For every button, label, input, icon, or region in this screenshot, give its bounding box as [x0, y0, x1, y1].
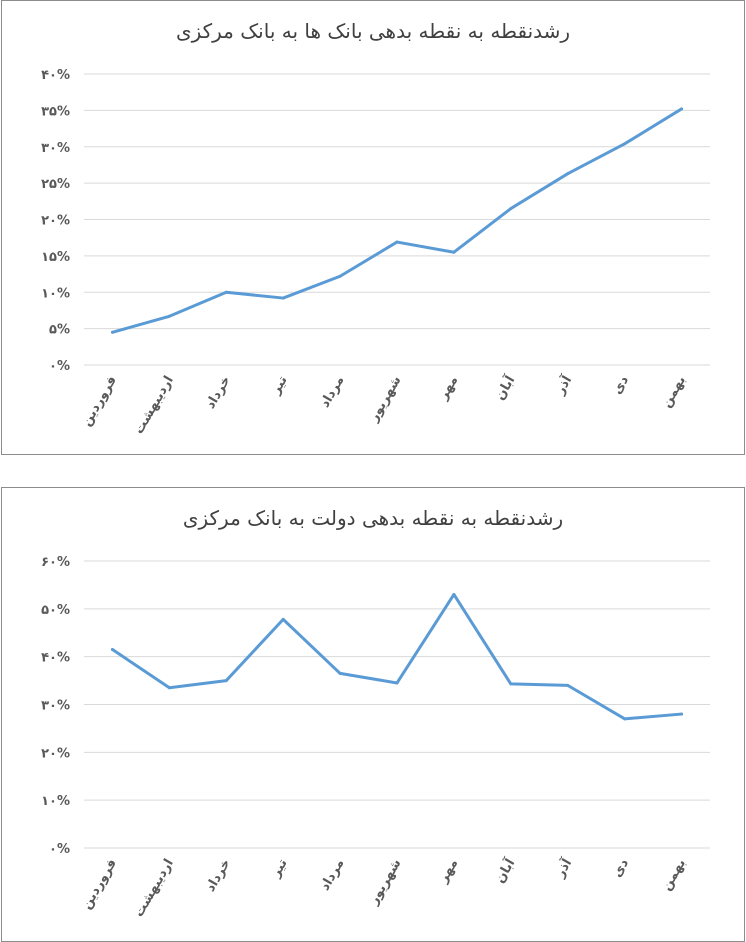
x-tick-label: آبان — [491, 855, 519, 886]
y-tick-label: ۰% — [49, 842, 70, 857]
x-tick-label: بهمن — [659, 374, 689, 411]
y-tick-label: ۲۵% — [41, 177, 70, 192]
y-tick-label: ۵% — [49, 323, 70, 338]
x-tick-label: شهریور — [366, 857, 404, 909]
y-tick-label: ۰% — [49, 359, 70, 374]
data-point — [395, 240, 399, 244]
series-line — [110, 107, 684, 334]
y-tick-label: ۴۰% — [41, 68, 70, 83]
x-tick-label: بهمن — [659, 857, 689, 894]
data-point — [566, 683, 570, 687]
x-tick-label: شهریور — [366, 374, 404, 426]
line-chart-government-debt: ۰% ۱۰% ۲۰% ۳۰% ۴۰% ۵۰% ۶۰% فروردین اردیبهشت خرداد… — [41, 555, 710, 920]
data-point — [167, 686, 171, 690]
data-point — [452, 250, 456, 254]
x-tick-label: اردیبهشت — [132, 374, 177, 437]
data-point — [509, 207, 513, 211]
data-point — [224, 679, 228, 683]
y-tick-label: ۵۰% — [41, 603, 70, 618]
chart-panel-government-debt: رشدنقطه به نقطه بدهی دولت به بانک مرکزی … — [1, 487, 745, 942]
x-tick-label: دی — [610, 373, 632, 397]
x-tick-label: اردیبهشت — [132, 857, 177, 920]
chart-panel-bank-debt: رشدنقطه به نقطه بدهی بانک ها به بانک مرک… — [1, 0, 745, 455]
y-tick-label: ۶۰% — [41, 555, 70, 570]
data-point — [623, 717, 627, 721]
data-point — [623, 142, 627, 146]
data-point — [281, 617, 285, 621]
chart-title: رشدنقطه به نقطه بدهی دولت به بانک مرکزی — [182, 506, 564, 530]
x-tick-label: فروردین — [79, 374, 120, 429]
y-tick-label: ۱۰% — [41, 794, 70, 809]
x-tick-label: مهر — [436, 374, 462, 404]
y-tick-label: ۳۰% — [41, 699, 70, 714]
x-tick-label: تیر — [268, 857, 291, 881]
x-tick-label: آبان — [491, 372, 519, 403]
data-point — [680, 107, 684, 111]
data-point — [680, 712, 684, 716]
y-tick-label: ۱۵% — [41, 250, 70, 265]
x-tick-label: آذر — [551, 855, 576, 881]
x-tick-label: خرداد — [203, 374, 234, 412]
y-tick-label: ۲۰% — [41, 214, 70, 229]
x-tick-label: مرداد — [318, 374, 348, 411]
data-point — [110, 647, 114, 651]
y-tick-label: ۴۰% — [41, 651, 70, 666]
x-tick-label: آذر — [551, 372, 576, 398]
y-tick-label: ۲۰% — [41, 746, 70, 761]
y-tick-label: ۱۰% — [41, 286, 70, 301]
data-point — [338, 671, 342, 675]
x-tick-label: مهر — [436, 857, 462, 887]
data-point — [395, 681, 399, 685]
data-point — [224, 290, 228, 294]
y-tick-label: ۳۰% — [41, 141, 70, 156]
chart-title: رشدنقطه به نقطه بدهی بانک ها به بانک مرک… — [175, 19, 571, 43]
x-tick-label: فروردین — [79, 857, 120, 912]
x-tick-label: دی — [610, 856, 632, 880]
data-point — [167, 314, 171, 318]
data-point — [452, 592, 456, 596]
line-chart-bank-debt: ۰% ۵% ۱۰% ۱۵% ۲۰% ۲۵% ۳۰% ۳۵% ۴۰% فروردین اردیبهشت… — [41, 68, 710, 437]
data-point — [281, 296, 285, 300]
x-tick-label: مرداد — [318, 857, 348, 894]
data-point — [509, 682, 513, 686]
y-tick-label: ۳۵% — [41, 104, 70, 119]
data-point — [338, 274, 342, 278]
data-point — [566, 172, 570, 176]
x-tick-label: خرداد — [203, 857, 234, 895]
data-point — [110, 330, 114, 334]
x-tick-label: تیر — [268, 374, 291, 398]
